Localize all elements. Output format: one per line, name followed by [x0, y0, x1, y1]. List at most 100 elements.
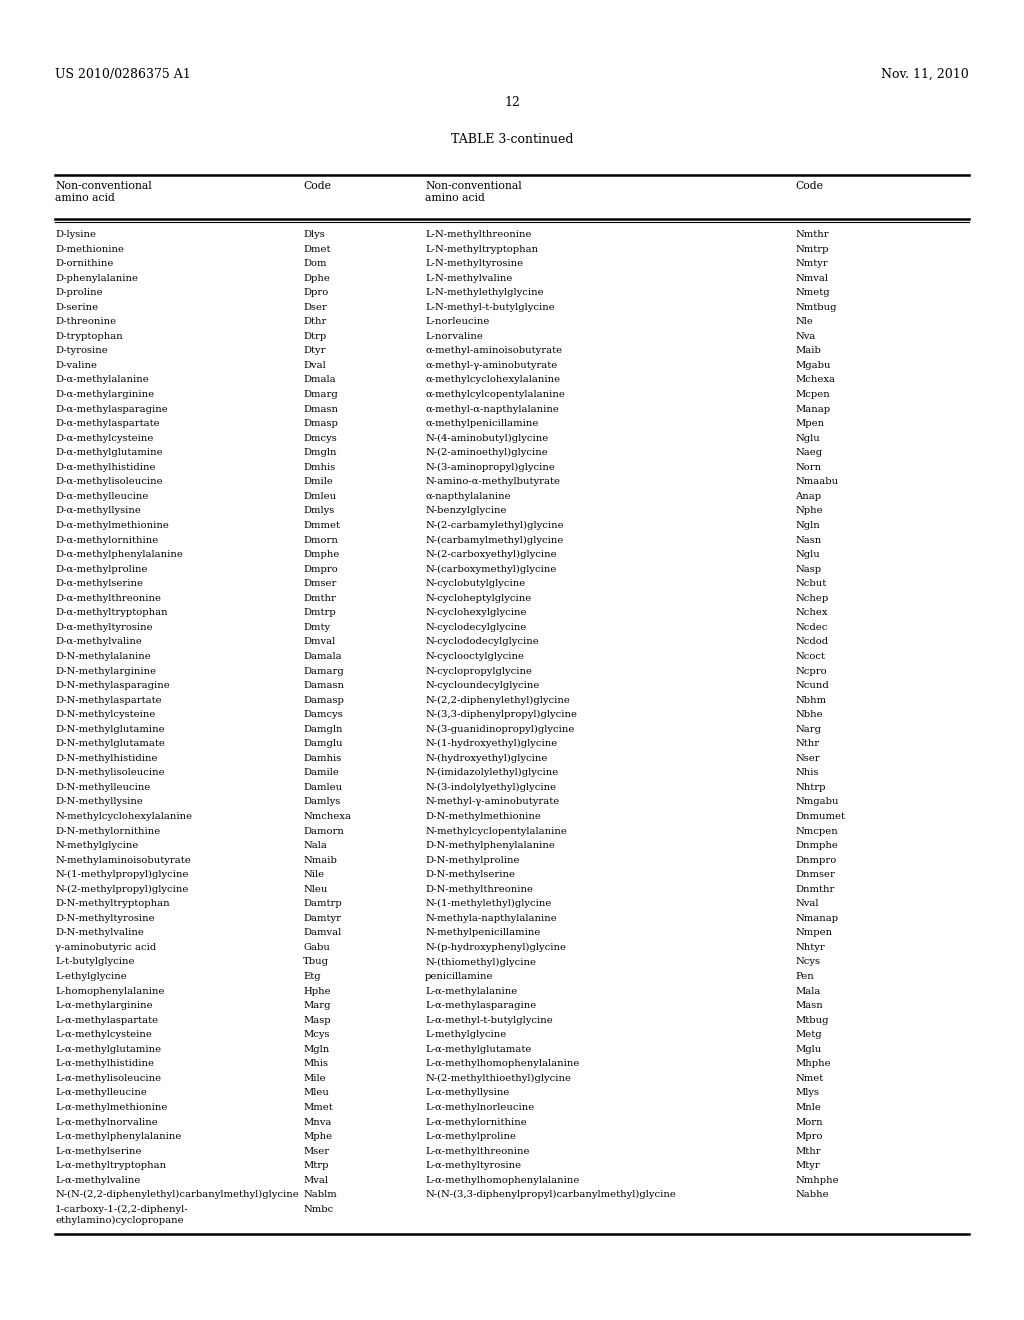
Text: Code: Code [795, 181, 823, 191]
Text: Nmetg: Nmetg [795, 288, 829, 297]
Text: N-methyl-γ-aminobutyrate: N-methyl-γ-aminobutyrate [425, 797, 559, 807]
Text: L-α-methylnorvaline: L-α-methylnorvaline [55, 1118, 158, 1126]
Text: N-(1-methylpropyl)glycine: N-(1-methylpropyl)glycine [55, 870, 188, 879]
Text: L-α-methylnorleucine: L-α-methylnorleucine [425, 1104, 535, 1111]
Text: D-N-methylserine: D-N-methylserine [425, 870, 515, 879]
Text: Non-conventional
amino acid: Non-conventional amino acid [425, 181, 522, 202]
Text: Etg: Etg [303, 972, 321, 981]
Text: D-α-methyllysine: D-α-methyllysine [55, 507, 141, 515]
Text: D-threonine: D-threonine [55, 317, 116, 326]
Text: Dmval: Dmval [303, 638, 335, 647]
Text: Damlys: Damlys [303, 797, 340, 807]
Text: D-N-methylmethionine: D-N-methylmethionine [425, 812, 541, 821]
Text: N-cyclooctylglycine: N-cyclooctylglycine [425, 652, 524, 661]
Text: Nhtrp: Nhtrp [795, 783, 825, 792]
Text: N-cyclododecylglycine: N-cyclododecylglycine [425, 638, 539, 647]
Text: Nov. 11, 2010: Nov. 11, 2010 [882, 69, 969, 81]
Text: D-α-methylarginine: D-α-methylarginine [55, 389, 155, 399]
Text: N-methylpenicillamine: N-methylpenicillamine [425, 928, 541, 937]
Text: Damasp: Damasp [303, 696, 344, 705]
Text: Mleu: Mleu [303, 1089, 329, 1097]
Text: D-serine: D-serine [55, 302, 98, 312]
Text: N-(2-carbamylethyl)glycine: N-(2-carbamylethyl)glycine [425, 521, 563, 531]
Text: L-α-methylphenylalanine: L-α-methylphenylalanine [55, 1133, 181, 1140]
Text: Mnle: Mnle [795, 1104, 821, 1111]
Text: D-proline: D-proline [55, 288, 102, 297]
Text: L-α-methylarginine: L-α-methylarginine [55, 1001, 153, 1010]
Text: Mpro: Mpro [795, 1133, 822, 1140]
Text: α-methyl-γ-aminobutyrate: α-methyl-γ-aminobutyrate [425, 360, 557, 370]
Text: D-N-methylasparagine: D-N-methylasparagine [55, 681, 170, 690]
Text: N-methyla-napthylalanine: N-methyla-napthylalanine [425, 913, 557, 923]
Text: Nval: Nval [795, 899, 818, 908]
Text: L-N-methyltyrosine: L-N-methyltyrosine [425, 259, 523, 268]
Text: Tbug: Tbug [303, 957, 329, 966]
Text: D-N-methylalanine: D-N-methylalanine [55, 652, 151, 661]
Text: D-N-methylthreonine: D-N-methylthreonine [425, 884, 534, 894]
Text: L-α-methylleucine: L-α-methylleucine [55, 1089, 146, 1097]
Text: D-lysine: D-lysine [55, 230, 96, 239]
Text: Nbhm: Nbhm [795, 696, 826, 705]
Text: Nmpen: Nmpen [795, 928, 833, 937]
Text: D-α-methylvaline: D-α-methylvaline [55, 638, 142, 647]
Text: D-N-methyllysine: D-N-methyllysine [55, 797, 143, 807]
Text: D-α-methylcysteine: D-α-methylcysteine [55, 434, 154, 442]
Text: Dphe: Dphe [303, 273, 330, 282]
Text: Dmleu: Dmleu [303, 492, 336, 500]
Text: N-(3-indolylyethyl)glycine: N-(3-indolylyethyl)glycine [425, 783, 556, 792]
Text: Nser: Nser [795, 754, 819, 763]
Text: α-napthylalanine: α-napthylalanine [425, 492, 511, 500]
Text: D-N-methylarginine: D-N-methylarginine [55, 667, 156, 676]
Text: L-N-methyltryptophan: L-N-methyltryptophan [425, 244, 539, 253]
Text: Dnmser: Dnmser [795, 870, 835, 879]
Text: Nmcpen: Nmcpen [795, 826, 838, 836]
Text: Non-conventional
amino acid: Non-conventional amino acid [55, 181, 152, 202]
Text: 12: 12 [504, 96, 520, 110]
Text: Code: Code [303, 181, 331, 191]
Text: Ncys: Ncys [795, 957, 820, 966]
Text: Dmile: Dmile [303, 478, 333, 486]
Text: D-N-methylleucine: D-N-methylleucine [55, 783, 151, 792]
Text: Nbhe: Nbhe [795, 710, 822, 719]
Text: Nchep: Nchep [795, 594, 828, 603]
Text: N-(N-(3,3-diphenylpropyl)carbanylmethyl)glycine: N-(N-(3,3-diphenylpropyl)carbanylmethyl)… [425, 1191, 676, 1200]
Text: Damarg: Damarg [303, 667, 344, 676]
Text: L-α-methylasparagine: L-α-methylasparagine [425, 1001, 537, 1010]
Text: L-t-butylglycine: L-t-butylglycine [55, 957, 134, 966]
Text: Nmaib: Nmaib [303, 855, 337, 865]
Text: Nmet: Nmet [795, 1074, 823, 1082]
Text: Nasp: Nasp [795, 565, 821, 574]
Text: Masn: Masn [795, 1001, 822, 1010]
Text: Narg: Narg [795, 725, 821, 734]
Text: Damasn: Damasn [303, 681, 344, 690]
Text: L-homophenylalanine: L-homophenylalanine [55, 986, 165, 995]
Text: L-norleucine: L-norleucine [425, 317, 489, 326]
Text: Dmlys: Dmlys [303, 507, 334, 515]
Text: Dlys: Dlys [303, 230, 325, 239]
Text: N-methylcyclopentylalanine: N-methylcyclopentylalanine [425, 826, 567, 836]
Text: Nmaabu: Nmaabu [795, 478, 838, 486]
Text: Mthr: Mthr [795, 1147, 820, 1155]
Text: Nchex: Nchex [795, 609, 827, 618]
Text: D-N-methyltyrosine: D-N-methyltyrosine [55, 913, 155, 923]
Text: L-norvaline: L-norvaline [425, 331, 483, 341]
Text: Dmser: Dmser [303, 579, 336, 589]
Text: Damtyr: Damtyr [303, 913, 341, 923]
Text: D-N-methylphenylalanine: D-N-methylphenylalanine [425, 841, 555, 850]
Text: N-cycloundecylglycine: N-cycloundecylglycine [425, 681, 540, 690]
Text: D-N-methylaspartate: D-N-methylaspartate [55, 696, 162, 705]
Text: α-methylcylcopentylalanine: α-methylcylcopentylalanine [425, 389, 565, 399]
Text: Metg: Metg [795, 1030, 821, 1039]
Text: D-α-methylhistidine: D-α-methylhistidine [55, 463, 156, 471]
Text: D-α-methylmethionine: D-α-methylmethionine [55, 521, 169, 531]
Text: Dmet: Dmet [303, 244, 331, 253]
Text: Dmphe: Dmphe [303, 550, 339, 560]
Text: Marg: Marg [303, 1001, 331, 1010]
Text: Dval: Dval [303, 360, 326, 370]
Text: D-N-methylcysteine: D-N-methylcysteine [55, 710, 156, 719]
Text: L-α-methylhomophenylalanine: L-α-methylhomophenylalanine [425, 1060, 580, 1068]
Text: Nmbc: Nmbc [303, 1205, 333, 1214]
Text: Naeg: Naeg [795, 449, 822, 457]
Text: L-N-methylvaline: L-N-methylvaline [425, 273, 512, 282]
Text: N-cyclodecylglycine: N-cyclodecylglycine [425, 623, 526, 632]
